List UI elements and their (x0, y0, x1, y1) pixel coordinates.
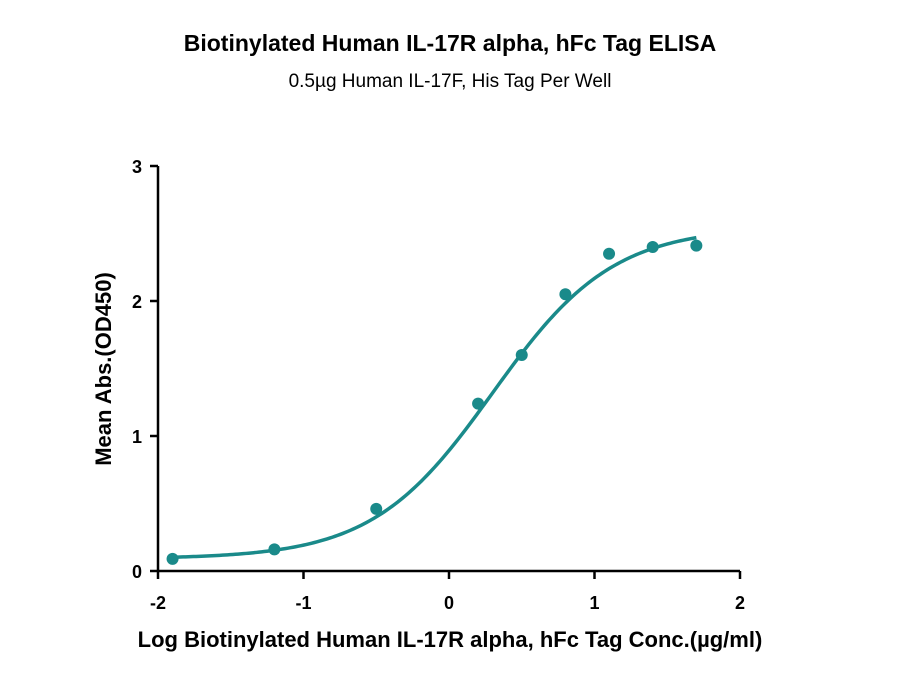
x-axis-title: Log Biotinylated Human IL-17R alpha, hFc… (138, 627, 763, 652)
x-tick-label: -1 (295, 593, 311, 613)
x-tick-label: -2 (150, 593, 166, 613)
y-tick-label: 3 (132, 157, 142, 177)
axes (150, 164, 742, 579)
data-point (166, 552, 179, 565)
data-point (268, 543, 281, 556)
data-point (646, 241, 659, 253)
curve-layer (172, 235, 697, 559)
labels-layer: -2 -1 0 1 2 0 1 2 3 (132, 157, 745, 613)
chart-title: Biotinylated Human IL-17R alpha, hFc Tag… (183, 30, 717, 56)
y-tick-label: 1 (132, 427, 142, 447)
y-tick-label: 2 (132, 292, 142, 312)
x-tick-label: 1 (589, 593, 599, 613)
data-point (515, 349, 528, 361)
y-tick-label: 0 (132, 562, 142, 582)
data-point (603, 247, 616, 260)
x-tick-label: 2 (735, 593, 745, 613)
data-point (472, 397, 485, 410)
fit-curve (172, 235, 697, 559)
data-point (690, 239, 703, 252)
x-tick-label: 0 (444, 593, 454, 613)
y-axis-title: Mean Abs.(OD450) (91, 272, 116, 466)
points-layer (166, 239, 703, 565)
data-point (370, 502, 383, 515)
chart-subtitle: 0.5µg Human IL-17F, His Tag Per Well (288, 71, 612, 92)
data-point (559, 288, 572, 301)
